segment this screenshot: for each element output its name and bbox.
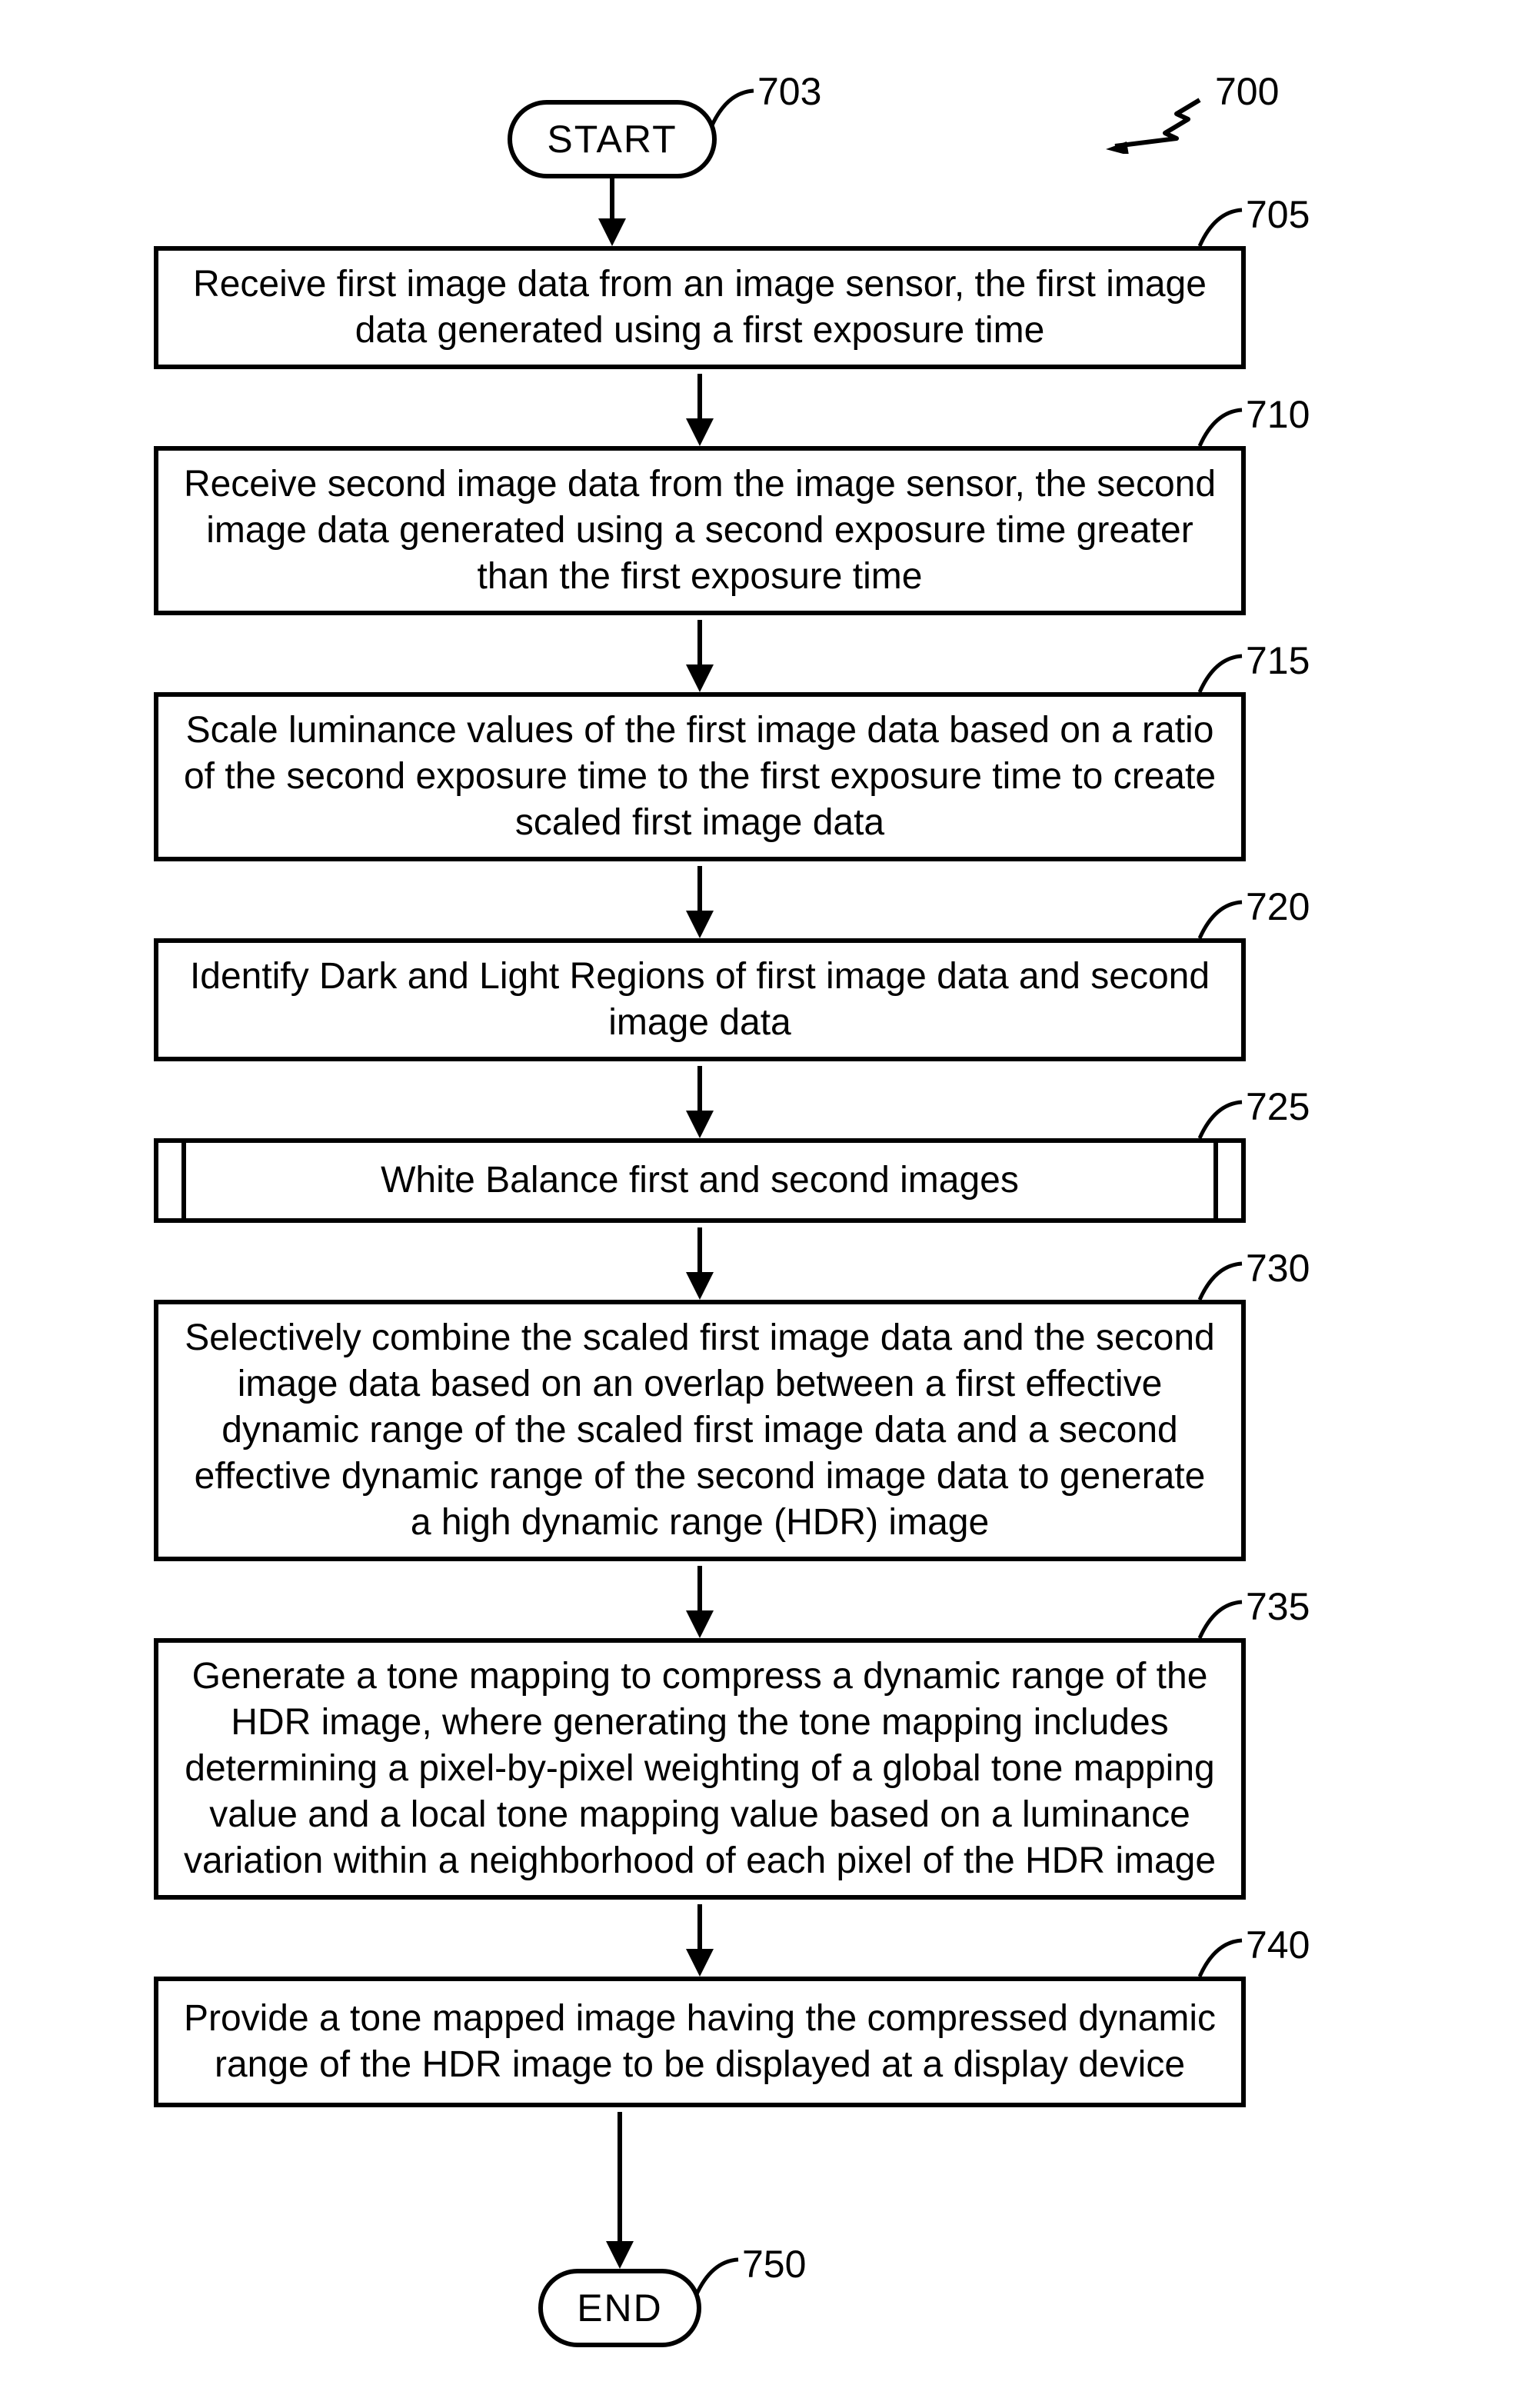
step-text: Scale luminance values of the first imag… — [181, 708, 1218, 846]
process-step-735: Generate a tone mapping to compress a dy… — [154, 1638, 1246, 1900]
process-step-720: Identify Dark and Light Regions of first… — [154, 938, 1246, 1061]
start-text: START — [547, 117, 677, 162]
flow-arrow-line — [697, 1227, 702, 1277]
flow-arrow-head — [686, 1610, 714, 1638]
flowchart-canvas: 700 START 703 END 750 Receive first imag… — [0, 0, 1538, 2408]
step-text: Identify Dark and Light Regions of first… — [181, 954, 1218, 1046]
process-step-710: Receive second image data from the image… — [154, 446, 1246, 615]
start-terminal: START — [508, 100, 717, 178]
ref-label-703: 703 — [757, 69, 821, 114]
end-text: END — [577, 2286, 663, 2330]
flow-arrow-head — [686, 664, 714, 692]
ref-label-750: 750 — [742, 2242, 806, 2286]
ref-label-715: 715 — [1246, 638, 1310, 683]
flow-arrow-head — [686, 911, 714, 938]
step-text: Provide a tone mapped image having the c… — [181, 1996, 1218, 2088]
flow-arrow-line — [697, 374, 702, 423]
process-step-740: Provide a tone mapped image having the c… — [154, 1977, 1246, 2107]
subprocess-step-725: White Balance first and second images — [154, 1138, 1246, 1223]
end-terminal: END — [538, 2269, 701, 2347]
flow-arrow-head — [686, 1272, 714, 1300]
step-text: Selectively combine the scaled first ima… — [181, 1315, 1218, 1546]
ref-label-710: 710 — [1246, 392, 1310, 437]
ref-label-740: 740 — [1246, 1923, 1310, 1967]
ref-label-705: 705 — [1246, 192, 1310, 237]
flow-arrow-line — [697, 1066, 702, 1115]
ref-label-735: 735 — [1246, 1584, 1310, 1629]
step-text: Generate a tone mapping to compress a dy… — [181, 1654, 1218, 1884]
process-step-705: Receive first image data from an image s… — [154, 246, 1246, 369]
process-step-715: Scale luminance values of the first imag… — [154, 692, 1246, 861]
flow-arrow-line — [697, 1566, 702, 1615]
flow-arrow-head — [686, 418, 714, 446]
flow-arrow-line — [697, 1904, 702, 1953]
figure-ref-label: 700 — [1215, 69, 1279, 114]
process-step-730: Selectively combine the scaled first ima… — [154, 1300, 1246, 1561]
flow-arrow-line — [697, 620, 702, 669]
step-text: White Balance first and second images — [381, 1157, 1019, 1204]
step-text: Receive first image data from an image s… — [181, 261, 1218, 354]
ref-label-730: 730 — [1246, 1246, 1310, 1291]
flow-arrow-head — [686, 1111, 714, 1138]
ref-label-720: 720 — [1246, 884, 1310, 929]
flow-arrow-line — [697, 866, 702, 915]
step-text: Receive second image data from the image… — [181, 461, 1218, 600]
ref-label-725: 725 — [1246, 1084, 1310, 1129]
flow-arrow-head — [686, 1949, 714, 1977]
figure-ref-arrow — [1092, 92, 1207, 154]
